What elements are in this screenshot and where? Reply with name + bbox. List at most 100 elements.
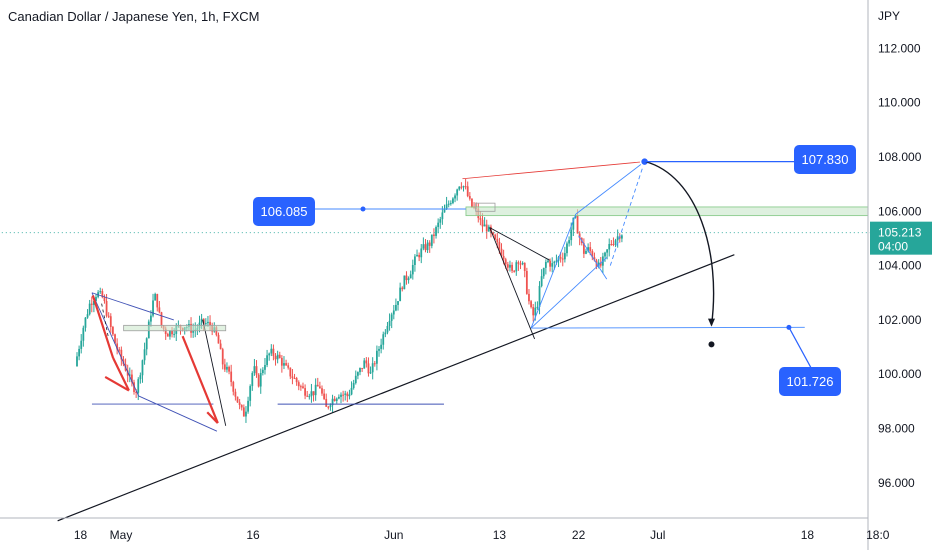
candle-body [433, 234, 435, 236]
candle-body [285, 363, 287, 366]
candle-body [403, 275, 406, 290]
candle-body [120, 349, 123, 360]
candle-body [378, 348, 380, 351]
candle-body [306, 395, 309, 397]
candle-body [82, 327, 85, 341]
candle-body [525, 270, 528, 294]
candle-body [145, 338, 148, 350]
time-tick-label: 22 [572, 528, 586, 542]
candle-body [428, 242, 431, 246]
candle-body [606, 249, 609, 253]
candle-body [407, 278, 410, 281]
candle-body [249, 386, 252, 401]
candle-body [316, 384, 319, 387]
last-price-countdown: 04:00 [878, 240, 908, 254]
candle-body [536, 306, 539, 308]
candle-body [576, 215, 579, 234]
candle-body [152, 300, 154, 316]
candle-body [458, 186, 461, 190]
price-label-box [794, 145, 856, 174]
channel-left-line [91, 292, 140, 397]
candle-body [411, 264, 414, 275]
candle-body [578, 233, 581, 238]
candle-body [226, 366, 228, 370]
candle-body [365, 360, 368, 364]
candle-body [422, 244, 425, 249]
price-axis[interactable]: JPY 96.000 98.000 100.000 102.000 104.000 106.… [867, 0, 932, 550]
price-tick-label: 100.000 [878, 367, 922, 381]
candle-body [289, 367, 292, 377]
candle-body [86, 314, 89, 318]
candle-body [506, 264, 509, 268]
time-tick-label: Jun [384, 528, 403, 542]
candle-body [479, 218, 482, 220]
candle-body [443, 209, 446, 213]
candle-body [582, 243, 585, 254]
candle-body [78, 348, 81, 357]
candle-body [293, 378, 296, 380]
candle-body [247, 400, 249, 412]
candle-body [126, 370, 129, 376]
candle-body [612, 244, 615, 246]
candle-body [105, 301, 108, 316]
candle-body [204, 323, 207, 325]
drawings-layer [0, 156, 932, 522]
candle-body [335, 398, 338, 402]
candle-body [137, 379, 140, 393]
harmonic-leg-4 [578, 235, 608, 280]
candle-body [544, 261, 547, 268]
candle-body [234, 391, 237, 397]
candle-body [291, 376, 294, 379]
candle-body [276, 354, 279, 360]
candle-body [352, 383, 355, 388]
candle-body [321, 388, 323, 394]
candle-body [513, 270, 516, 272]
harmonic-leg-2 [575, 161, 645, 215]
price-label-box [253, 197, 315, 226]
candle-body [340, 394, 342, 397]
time-tick-label: 13 [493, 528, 507, 542]
candle-body [166, 333, 169, 337]
candle-body [200, 318, 203, 323]
candle-body [471, 198, 473, 208]
candle-body [382, 334, 385, 345]
candle-body [441, 212, 444, 220]
candle-body [160, 312, 163, 326]
candle-body [483, 224, 486, 227]
candle-body [107, 315, 110, 317]
candle-body [327, 406, 330, 408]
candle-body [325, 398, 328, 407]
candle-body [135, 391, 138, 393]
candle-body [270, 348, 273, 354]
candle-body [409, 274, 412, 279]
candle-body [414, 256, 416, 265]
candle-body [462, 186, 465, 188]
candle-body [551, 263, 554, 267]
harmonic-leg-1 [530, 213, 577, 329]
candle-body [555, 260, 558, 262]
candle-body [173, 333, 176, 335]
candle-body [418, 254, 421, 258]
last-price-badge [870, 221, 932, 255]
candle-body [587, 247, 590, 251]
candle-body [559, 257, 562, 259]
candle-body [92, 300, 95, 305]
candle-body [376, 350, 378, 364]
candle-body [542, 267, 545, 277]
candle-body [164, 328, 167, 334]
time-axis[interactable]: 18 May 16 Jun 13 22 Jul 18 18:0 [0, 517, 890, 542]
target-low-line [531, 326, 805, 329]
candle-body [591, 251, 594, 258]
candle-body [589, 247, 592, 252]
candle-body [251, 372, 254, 387]
candle-body [384, 332, 387, 335]
candle-body [426, 242, 429, 251]
labels-layer: 106.085 107.830 101.726 [253, 145, 856, 396]
candle-body [259, 373, 262, 387]
candle-body [528, 293, 530, 302]
candle-body [344, 393, 347, 395]
candle-body [207, 321, 209, 324]
candle-body [156, 293, 159, 308]
candle-body [517, 262, 520, 264]
